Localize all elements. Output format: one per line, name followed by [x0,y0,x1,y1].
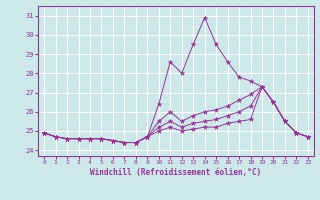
X-axis label: Windchill (Refroidissement éolien,°C): Windchill (Refroidissement éolien,°C) [91,168,261,177]
